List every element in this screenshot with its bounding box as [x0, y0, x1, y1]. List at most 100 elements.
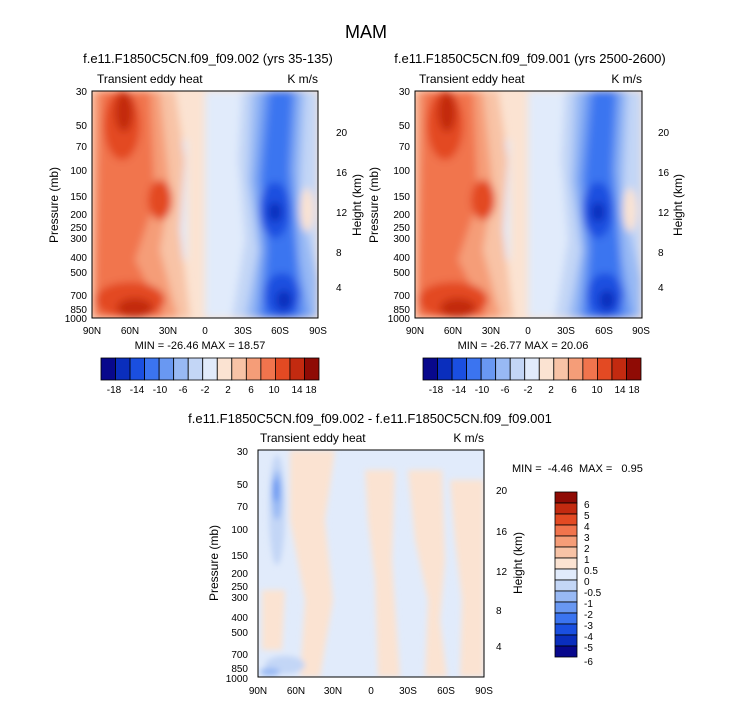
colorbar-swatch — [437, 357, 453, 381]
y-tick-label: 50 — [76, 121, 88, 132]
height-tick-label: 8 — [658, 248, 664, 259]
panel-2-ylabel: Pressure (mb) — [367, 167, 381, 243]
colorbar-label: 3 — [584, 533, 590, 544]
colorbar-swatch — [304, 357, 320, 381]
y-tick-label: 300 — [70, 234, 87, 245]
y-tick-label: 700 — [393, 291, 410, 302]
x-tick-label: 30N — [482, 326, 500, 337]
y-tick-label: 70 — [237, 502, 249, 513]
y-tick-label: 500 — [70, 268, 87, 279]
x-tick-label: 60N — [287, 686, 305, 697]
height-tick-label: 4 — [658, 283, 664, 294]
colorbar-boxes — [554, 491, 578, 658]
colorbar-swatch — [626, 357, 642, 381]
height-tick-label: 4 — [336, 283, 342, 294]
colorbar-swatch — [554, 524, 578, 537]
x-tick-label: 90S — [309, 326, 327, 337]
colorbar-label: 6 — [584, 500, 590, 511]
colorbar-swatch — [554, 634, 578, 647]
colorbar-boxes — [100, 357, 320, 381]
colorbar-label: 18 — [628, 385, 640, 396]
y-tick-label: 250 — [393, 223, 410, 234]
colorbar-label: 14 — [291, 385, 303, 396]
panel-2: f.e11.F1850C5CN.f09_f09.001 (yrs 2500-26… — [367, 51, 685, 396]
colorbar-swatch — [554, 645, 578, 658]
colorbar-label: -2 — [584, 610, 593, 621]
height-tick-label: 16 — [658, 168, 670, 179]
colorbar-swatch — [480, 357, 497, 381]
panel-1-title: f.e11.F1850C5CN.f09_f09.002 (yrs 35-135) — [83, 51, 333, 66]
y-tick-label: 50 — [237, 480, 249, 491]
panel-3-stats: MIN = -4.46 MAX = 0.95 — [512, 463, 643, 475]
panel-1-ylabel-right: Height (km) — [350, 174, 364, 236]
panel-2-colorbar: -18 -14 -10 -6 -2 2 6 10 14 18 — [422, 357, 642, 396]
colorbar-label: -18 — [429, 385, 444, 396]
colorbar-swatch — [554, 513, 578, 526]
y-tick-label: 1000 — [65, 314, 88, 325]
colorbar-swatch — [554, 568, 578, 581]
y-tick-label: 200 — [70, 210, 87, 221]
panel-1-ylabel: Pressure (mb) — [47, 167, 61, 243]
panel-2-x-ticks: 90N 60N 30N 0 30S 60S 90S — [406, 326, 650, 337]
colorbar-label: 18 — [305, 385, 317, 396]
x-tick-label: 30N — [324, 686, 342, 697]
colorbar-label: 6 — [248, 385, 254, 396]
y-tick-label: 150 — [393, 192, 410, 203]
colorbar-swatch — [554, 623, 578, 636]
panel-3-x-ticks: 90N 60N 30N 0 30S 60S 90S — [249, 686, 493, 697]
panel-3-ylabel: Pressure (mb) — [207, 525, 221, 601]
y-tick-label: 700 — [70, 291, 87, 302]
colorbar-swatch — [554, 502, 578, 515]
y-tick-label: 250 — [70, 223, 87, 234]
colorbar-label: -6 — [501, 385, 510, 396]
colorbar-swatch — [554, 579, 578, 592]
y-tick-label: 850 — [70, 305, 87, 316]
colorbar-label: 2 — [584, 544, 590, 555]
height-tick-label: 8 — [496, 606, 502, 617]
panel-1-field — [92, 91, 318, 318]
colorbar-label: -18 — [107, 385, 122, 396]
y-tick-label: 150 — [231, 551, 248, 562]
colorbar-label: -2 — [524, 385, 533, 396]
colorbar-label: -3 — [584, 621, 593, 632]
colorbar-label: -0.5 — [584, 588, 602, 599]
colorbar-label: -4 — [584, 632, 593, 643]
colorbar-swatch — [554, 557, 578, 570]
y-tick-label: 300 — [231, 593, 248, 604]
panel-3-units: K m/s — [453, 431, 484, 445]
height-tick-label: 16 — [336, 168, 348, 179]
y-tick-label: 30 — [237, 447, 249, 458]
height-tick-label: 20 — [496, 486, 508, 497]
colorbar-label: 6 — [571, 385, 577, 396]
y-tick-label: 30 — [76, 87, 88, 98]
y-tick-label: 400 — [393, 253, 410, 264]
x-tick-label: 30S — [399, 686, 417, 697]
height-tick-label: 12 — [336, 208, 348, 219]
panel-3: f.e11.F1850C5CN.f09_f09.002 - f.e11.F185… — [188, 411, 643, 697]
colorbar-swatch — [100, 357, 116, 381]
x-tick-label: 0 — [525, 326, 531, 337]
y-tick-label: 50 — [399, 121, 411, 132]
y-tick-label: 70 — [399, 142, 411, 153]
colorbar-label: -14 — [452, 385, 467, 396]
y-tick-label: 250 — [231, 582, 248, 593]
colorbar-boxes — [422, 357, 642, 381]
panel-1-stats: MIN = -26.46 MAX = 18.57 — [135, 340, 266, 352]
colorbar-label: 0 — [584, 577, 590, 588]
colorbar-swatch — [216, 357, 233, 381]
colorbar-label: 1 — [584, 555, 590, 566]
x-tick-label: 0 — [368, 686, 374, 697]
panel-3-title: f.e11.F1850C5CN.f09_f09.002 - f.e11.F185… — [188, 411, 552, 426]
colorbar-label: -6 — [179, 385, 188, 396]
y-tick-label: 400 — [231, 613, 248, 624]
panel-1-colorbar: -18 -14 -10 -6 -2 2 6 10 14 18 — [100, 357, 320, 396]
y-tick-label: 150 — [70, 192, 87, 203]
colorbar-swatch — [554, 535, 578, 548]
colorbar-label: -10 — [475, 385, 490, 396]
panel-3-field — [258, 450, 484, 677]
y-tick-label: 70 — [76, 142, 88, 153]
panel-2-stats: MIN = -26.77 MAX = 20.06 — [458, 340, 589, 352]
panel-3-y-ticks: 30 50 70 100 150 200 250 300 400 500 700… — [226, 447, 249, 685]
x-tick-label: 90N — [249, 686, 267, 697]
y-tick-label: 100 — [70, 166, 87, 177]
